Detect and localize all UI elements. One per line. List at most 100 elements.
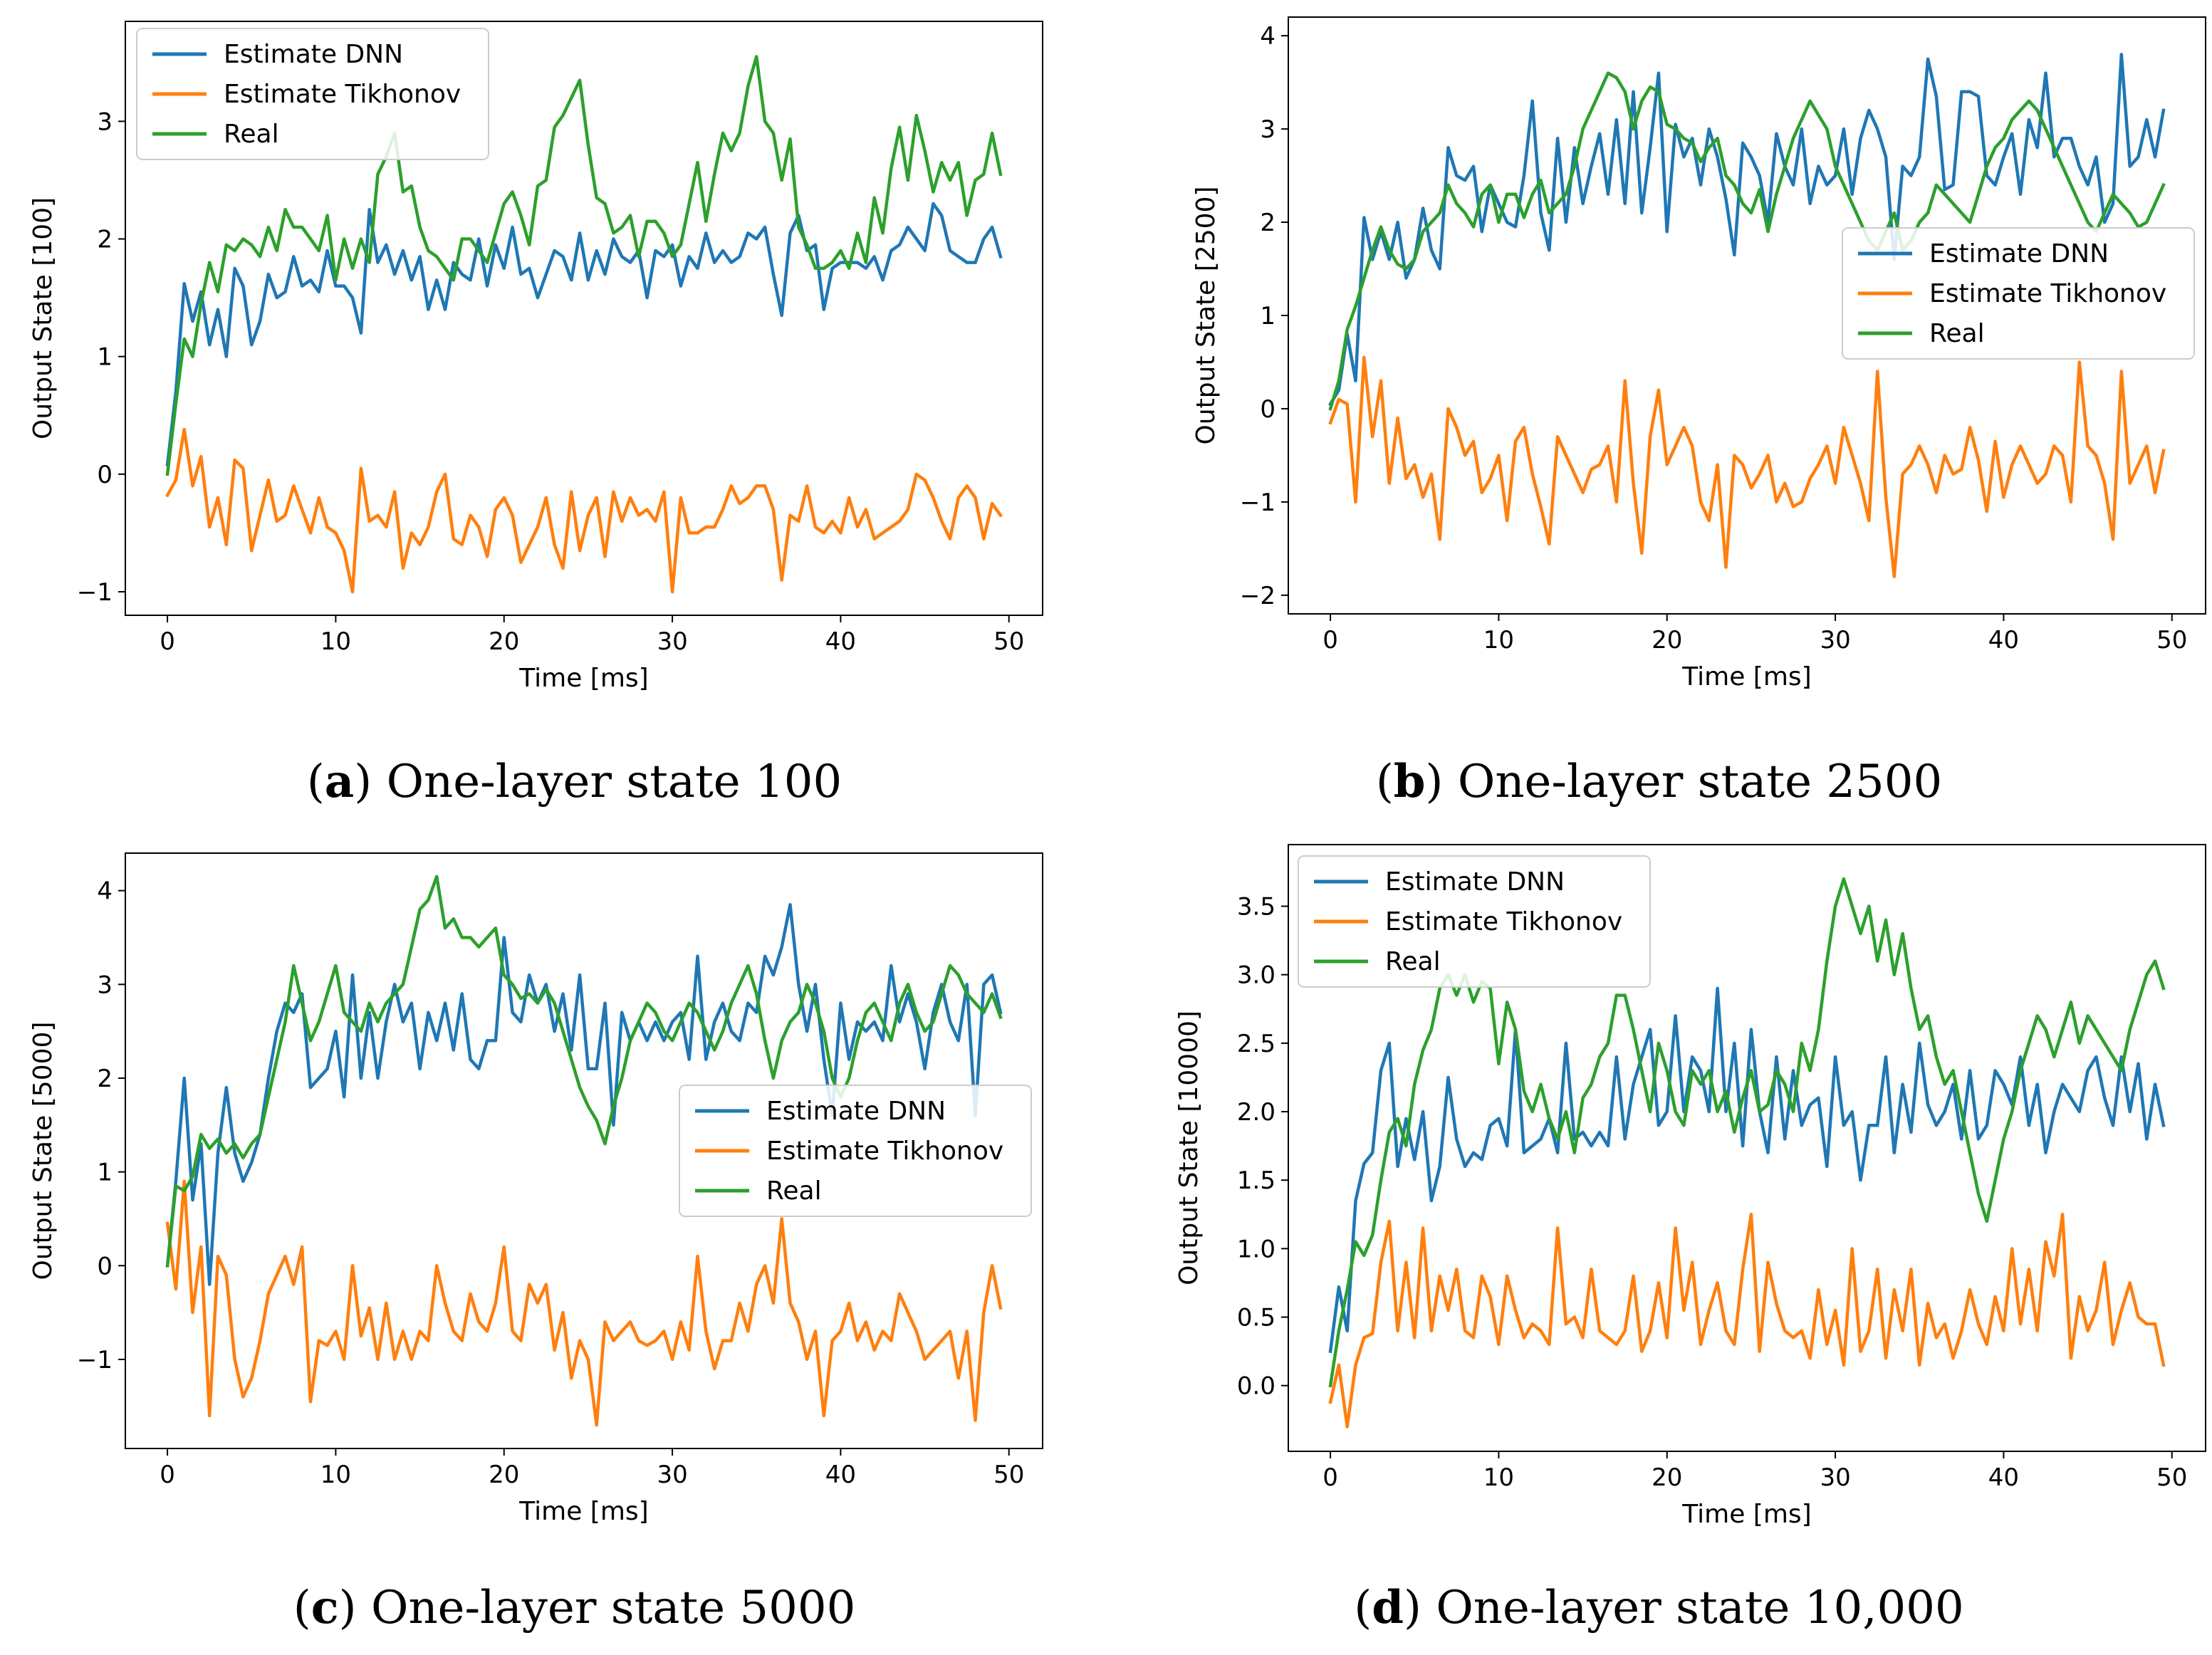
x-tick-label: 30: [1820, 626, 1850, 654]
series-line-estimate-dnn: [1328, 53, 2166, 407]
y-tick-label: 0: [97, 461, 113, 489]
x-tick-label: 30: [657, 627, 687, 656]
chart-a: 0 10 20 30 40 50 −1 0 1 2 3 Time [ms] Output State […: [28, 21, 1043, 693]
series-group: [165, 875, 1003, 1427]
x-tick-label: 0: [1322, 1463, 1338, 1492]
legend: Estimate DNN Estimate Tikhonov Real: [136, 28, 489, 160]
x-tick-label: 50: [993, 627, 1024, 656]
legend: Estimate DNN Estimate Tikhonov Real: [679, 1085, 1032, 1217]
x-tick-label: 50: [993, 1461, 1024, 1489]
x-tick-label: 50: [2156, 626, 2187, 654]
caption-text: One-layer state 100: [386, 756, 842, 808]
x-tick-label: 0: [160, 627, 175, 656]
legend-label: Estimate Tikhonov: [766, 1137, 1003, 1166]
legend: Estimate DNN Estimate Tikhonov Real: [1298, 855, 1651, 988]
chart-c: 0 10 20 30 40 50 −1 0 1 2 3 4 Time [ms] Output State …: [28, 852, 1043, 1526]
caption-tag: (c): [293, 1581, 371, 1634]
legend-label: Real: [1929, 319, 1985, 348]
x-tick-label: 10: [1483, 1463, 1514, 1492]
series-line-real: [1328, 71, 2166, 411]
y-tick-label: −1: [77, 578, 113, 607]
caption-b: (b) One-layer state 2500: [1106, 755, 2212, 808]
y-tick-label: 2: [1260, 209, 1275, 237]
x-tick-label: 30: [1820, 1463, 1850, 1492]
series-line-estimate-dnn: [1328, 986, 2166, 1354]
plot-frame: [125, 852, 1043, 1449]
x-tick-label: 10: [320, 1461, 351, 1489]
caption-text: One-layer state 2500: [1457, 756, 1943, 808]
x-tick-label: 40: [1988, 1463, 2019, 1492]
legend-label: Estimate Tikhonov: [224, 80, 461, 109]
caption-tag: (a): [306, 755, 387, 808]
y-axis-label: Output State [100]: [28, 197, 58, 439]
y-tick-label: 2.0: [1237, 1098, 1275, 1127]
x-tick-label: 30: [657, 1461, 687, 1489]
y-tick-label: 1.5: [1237, 1166, 1275, 1195]
x-tick-label: 10: [1483, 626, 1514, 654]
legend-box: [679, 1085, 1032, 1217]
series-group: [1328, 877, 2166, 1429]
caption-tag: (b): [1375, 755, 1458, 808]
series-line-estimate-tikhonov: [165, 1179, 1003, 1427]
y-tick-label: 1: [97, 343, 113, 372]
chart-d: 0 10 20 30 40 50 0.0 0.5 1.0 1.5 2.0 2.5 3.0 3.5 Time …: [1174, 844, 2206, 1529]
y-tick-label: −1: [1240, 489, 1275, 517]
legend-label: Estimate DNN: [766, 1097, 946, 1126]
y-tick-label: 3.5: [1237, 893, 1275, 922]
x-tick-label: 40: [825, 1461, 856, 1489]
plot-frame: [1288, 844, 2206, 1452]
legend-label: Estimate Tikhonov: [1385, 907, 1622, 936]
y-tick-label: 3.0: [1237, 961, 1275, 990]
y-tick-label: 2: [97, 1065, 113, 1093]
x-tick-label: 40: [825, 627, 856, 656]
caption-text: One-layer state 5000: [370, 1582, 856, 1634]
series-line-real: [165, 875, 1003, 1268]
caption-c: (c) One-layer state 5000: [21, 1581, 1127, 1634]
legend-box: [136, 28, 489, 160]
chart-b: 0 10 20 30 40 50 −2 −1 0 1 2 3 4 Time [ms] Output Stat…: [1191, 16, 2206, 691]
series-line-estimate-tikhonov: [1328, 1213, 2166, 1429]
y-tick-label: 0.0: [1237, 1372, 1275, 1401]
x-tick-label: 0: [1322, 626, 1338, 654]
y-tick-label: −2: [1240, 582, 1275, 610]
y-axis-label: Output State [2500]: [1191, 187, 1221, 445]
x-tick-label: 20: [489, 1461, 519, 1489]
y-tick-label: 1.0: [1237, 1235, 1275, 1263]
y-tick-label: 3: [97, 108, 113, 136]
y-axis-label: Output State [10000]: [1174, 1011, 1204, 1285]
x-tick-label: 0: [160, 1461, 175, 1489]
x-tick-label: 20: [1652, 1463, 1682, 1492]
series-line-estimate-tikhonov: [1328, 355, 2166, 578]
legend-box: [1842, 227, 2195, 360]
legend-label: Real: [224, 120, 279, 149]
y-tick-label: 1: [1260, 302, 1275, 330]
caption-a: (a) One-layer state 100: [21, 755, 1127, 808]
plot-frame: [125, 21, 1043, 616]
legend-label: Real: [766, 1176, 822, 1206]
y-tick-label: 1: [97, 1159, 113, 1187]
legend-label: Estimate DNN: [1929, 239, 2109, 268]
legend-box: [1298, 855, 1651, 988]
series-group: [165, 55, 1003, 594]
legend: Estimate DNN Estimate Tikhonov Real: [1842, 227, 2195, 360]
legend-label: Estimate Tikhonov: [1929, 279, 2166, 308]
series-line-estimate-tikhonov: [165, 427, 1003, 594]
y-tick-label: 0: [97, 1252, 113, 1280]
caption-tag: (d): [1354, 1581, 1436, 1634]
x-axis-label: Time [ms]: [1681, 1500, 1811, 1529]
y-tick-label: 3: [1260, 115, 1275, 144]
series-line-estimate-dnn: [165, 202, 1003, 467]
series-line-real: [165, 55, 1003, 476]
y-tick-label: 4: [1260, 22, 1275, 51]
series-group: [1328, 53, 2166, 578]
series-line-real: [1328, 877, 2166, 1388]
x-tick-label: 40: [1988, 626, 2019, 654]
legend-label: Real: [1385, 947, 1441, 976]
x-axis-label: Time [ms]: [518, 1497, 648, 1526]
x-tick-label: 50: [2156, 1463, 2187, 1492]
legend-label: Estimate DNN: [224, 40, 403, 69]
y-tick-label: −1: [77, 1346, 113, 1374]
x-axis-label: Time [ms]: [1681, 662, 1811, 691]
x-tick-label: 20: [489, 627, 519, 656]
